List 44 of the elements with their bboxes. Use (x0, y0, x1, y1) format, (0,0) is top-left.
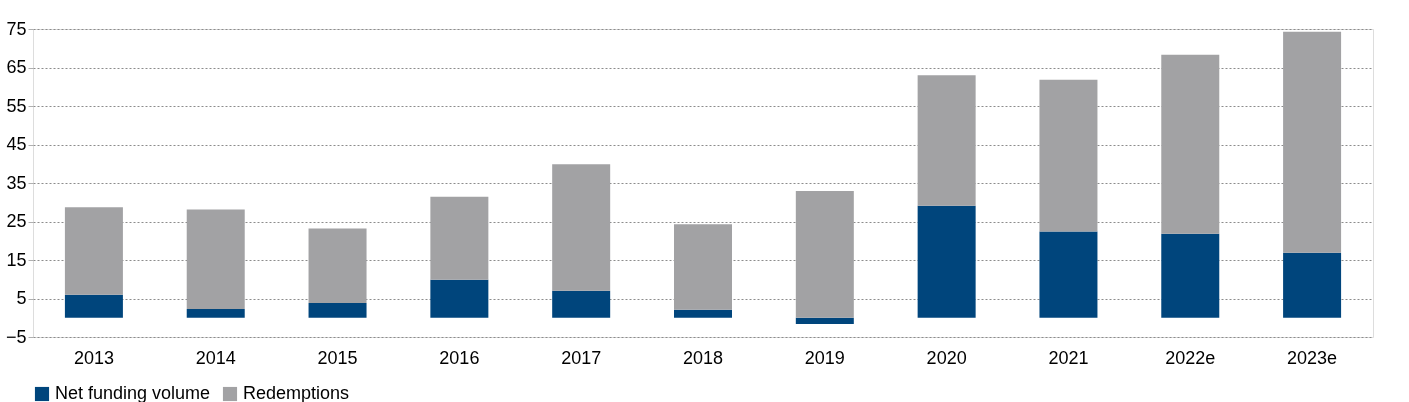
legend-label: Redemptions (243, 383, 350, 402)
bar (308, 228, 367, 304)
bar (1283, 31, 1342, 253)
x-tick-label: 2017 (561, 347, 602, 368)
bar (64, 294, 123, 318)
x-tick-label: 2015 (317, 347, 358, 368)
x-tick-label: 2019 (804, 347, 845, 368)
y-tick-label: 25 (6, 211, 27, 231)
y-tick-label: 15 (6, 249, 27, 270)
x-tick-label: 2016 (439, 347, 480, 368)
bar (795, 191, 854, 318)
legend-label: Net funding volume (55, 383, 211, 402)
bar (795, 317, 854, 324)
bar (674, 309, 732, 318)
y-tick-label: 75 (6, 18, 27, 39)
x-tick-label: 2022e (1165, 347, 1216, 368)
bar (64, 207, 123, 295)
bar (917, 75, 976, 206)
bar (1161, 54, 1220, 234)
y-tick-label: 55 (6, 95, 27, 116)
y-tick-label: 35 (6, 172, 27, 193)
bar (674, 224, 732, 310)
bar (917, 205, 976, 318)
x-tick-label: 2018 (682, 347, 724, 368)
y-tick-label: 65 (6, 57, 27, 77)
x-tick-label: 2020 (926, 347, 967, 368)
bar (1039, 231, 1098, 318)
bar (430, 196, 489, 280)
bar (1283, 252, 1342, 318)
y-tick-label: 45 (6, 134, 27, 154)
x-tick-label: 2021 (1048, 347, 1089, 368)
bar (552, 290, 611, 318)
bar (1161, 233, 1220, 318)
bar (186, 308, 245, 318)
bar (552, 164, 611, 291)
bar (1039, 79, 1098, 232)
x-tick-label: 2014 (195, 347, 236, 368)
x-tick-label: 2023e (1287, 347, 1338, 368)
bar (308, 303, 367, 318)
bar (186, 209, 245, 309)
x-tick-label: 2013 (73, 347, 114, 368)
y-tick-label: −5 (5, 326, 27, 347)
bar (430, 279, 489, 318)
y-tick-label: 5 (16, 288, 27, 308)
